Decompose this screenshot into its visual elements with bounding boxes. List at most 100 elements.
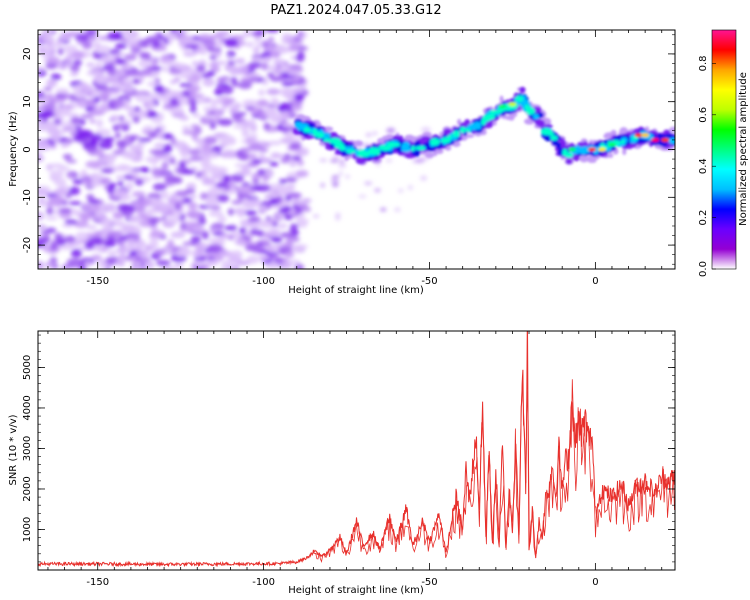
spectral-cell xyxy=(288,64,303,70)
spectral-cell xyxy=(190,212,201,220)
spectral-cell xyxy=(254,36,262,43)
spectral-cell xyxy=(226,50,236,58)
spectral-cell xyxy=(415,157,425,164)
spectral-cell xyxy=(96,118,103,128)
spectral-cell xyxy=(267,36,275,42)
spectral-cell xyxy=(250,133,258,140)
spectral-cell xyxy=(132,245,142,252)
spectral-cell xyxy=(86,70,103,77)
spectral-cell xyxy=(156,130,165,140)
spectral-cell xyxy=(152,183,167,191)
spectral-cell xyxy=(619,127,628,135)
spectral-cell xyxy=(131,51,140,56)
spectral-cell xyxy=(153,248,167,256)
spectral-cell xyxy=(119,165,133,171)
spectral-cell xyxy=(97,262,110,269)
x-tick-label: -50 xyxy=(421,276,437,287)
spectral-cell xyxy=(311,129,318,134)
spectral-cell xyxy=(214,112,222,118)
spectral-cell xyxy=(39,230,51,235)
spectral-cell xyxy=(528,109,536,114)
spectral-cell xyxy=(155,259,171,266)
spectral-cell xyxy=(190,249,205,258)
spectral-cell xyxy=(622,148,627,156)
spectral-cell xyxy=(179,222,188,230)
spectral-cell xyxy=(55,88,70,94)
spectral-cell xyxy=(162,152,172,161)
spectral-cell xyxy=(45,216,59,221)
spectral-cell xyxy=(279,87,294,97)
spectral-cell xyxy=(70,116,82,125)
spectral-cell xyxy=(138,59,150,68)
spectral-cell xyxy=(591,155,597,163)
spectral-cell xyxy=(278,187,291,196)
spectral-cell xyxy=(297,220,308,228)
spectral-cell xyxy=(99,103,108,110)
spectral-cell xyxy=(89,172,105,182)
spectral-cell xyxy=(544,124,553,129)
spectral-cell xyxy=(112,211,125,220)
spectral-cell xyxy=(581,142,587,147)
spectral-cell xyxy=(49,169,64,179)
spectral-cell xyxy=(138,212,147,219)
spectral-cell xyxy=(365,132,372,138)
colorbar-tick-label: 0.6 xyxy=(698,107,709,123)
spectral-cell xyxy=(78,212,94,221)
spectral-cell xyxy=(152,168,167,178)
spectral-cell xyxy=(386,127,396,134)
spectral-cell xyxy=(385,134,395,141)
spectral-cell xyxy=(151,40,161,49)
spectral-cell xyxy=(181,144,191,153)
spectral-cell xyxy=(166,217,180,225)
spectral-cell xyxy=(233,207,247,215)
spectral-cell xyxy=(149,148,165,155)
spectral-cell xyxy=(279,102,292,111)
spectrogram-y-axis-label: Frequency (Hz) xyxy=(8,111,19,187)
spectral-peak xyxy=(568,147,577,152)
spectral-cell xyxy=(117,141,127,150)
spectral-cell xyxy=(280,71,289,78)
spectral-cell xyxy=(363,151,370,158)
spectral-cell xyxy=(147,99,156,108)
spectral-cell xyxy=(287,44,300,51)
spectral-cell xyxy=(155,154,164,160)
spectral-cell xyxy=(93,40,101,50)
spectral-cell xyxy=(235,66,242,75)
spectral-cell xyxy=(276,222,288,230)
spectral-cell xyxy=(112,220,120,226)
spectral-cell xyxy=(84,85,94,94)
spectral-cell xyxy=(285,131,293,139)
spectral-cell xyxy=(115,123,127,129)
spectral-cell xyxy=(124,182,134,191)
spectral-cell xyxy=(201,72,213,79)
spectral-cell xyxy=(174,30,191,33)
spectral-cell xyxy=(203,114,212,120)
spectral-cell xyxy=(83,260,93,267)
spectral-cell xyxy=(358,194,367,198)
spectral-cell xyxy=(87,198,100,204)
spectral-cell xyxy=(82,138,90,145)
spectral-cell xyxy=(206,255,216,262)
spectral-cell xyxy=(230,250,243,258)
spectral-cell xyxy=(269,76,284,82)
spectral-cell xyxy=(56,237,67,246)
spectral-cell xyxy=(174,202,182,211)
spectral-cell xyxy=(55,187,68,197)
spectral-cell xyxy=(135,94,149,103)
spectral-cell xyxy=(288,192,302,199)
spectral-cell xyxy=(108,182,117,189)
spectral-peak xyxy=(498,104,507,109)
spectral-cell xyxy=(167,91,181,96)
spectral-cell xyxy=(254,185,262,191)
spectral-cell xyxy=(190,87,197,96)
spectral-cell xyxy=(192,112,201,118)
spectral-cell xyxy=(38,185,51,191)
spectral-cell xyxy=(240,163,250,170)
spectral-cell xyxy=(101,65,116,71)
spectral-cell xyxy=(303,127,311,133)
spectral-cell xyxy=(54,118,62,125)
spectral-cell xyxy=(122,87,136,93)
y-tick-label: 5000 xyxy=(22,355,33,380)
spectral-cell xyxy=(296,147,309,157)
spectral-cell xyxy=(271,237,283,243)
